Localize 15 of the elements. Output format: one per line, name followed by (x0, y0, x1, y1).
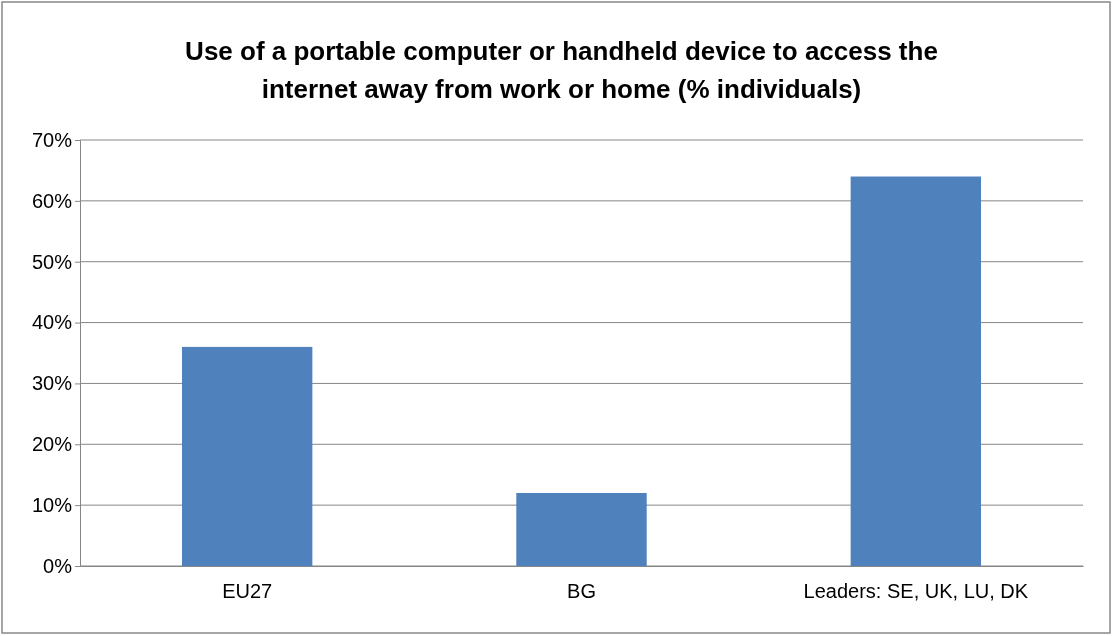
y-tick-label: 20% (31, 433, 73, 456)
y-tick-label: 0% (43, 554, 73, 577)
x-tick-label: EU27 (222, 580, 273, 603)
y-tick-label: 10% (31, 494, 73, 517)
chart-title: Use of a portable computer or handheld device to access the internet away from work or home (% individuals) (185, 36, 938, 104)
y-tick-label: 50% (31, 250, 73, 273)
bar (850, 176, 982, 566)
y-tick-label: 30% (31, 372, 73, 395)
y-tick-label: 40% (31, 311, 73, 334)
y-tick-label: 60% (31, 189, 73, 212)
bar (516, 492, 647, 566)
bar (181, 346, 313, 566)
y-tick-label: 70% (31, 128, 73, 151)
x-tick-label: Leaders: SE, UK, LU, DK (803, 580, 1029, 603)
x-tick-label: BG (567, 580, 596, 603)
